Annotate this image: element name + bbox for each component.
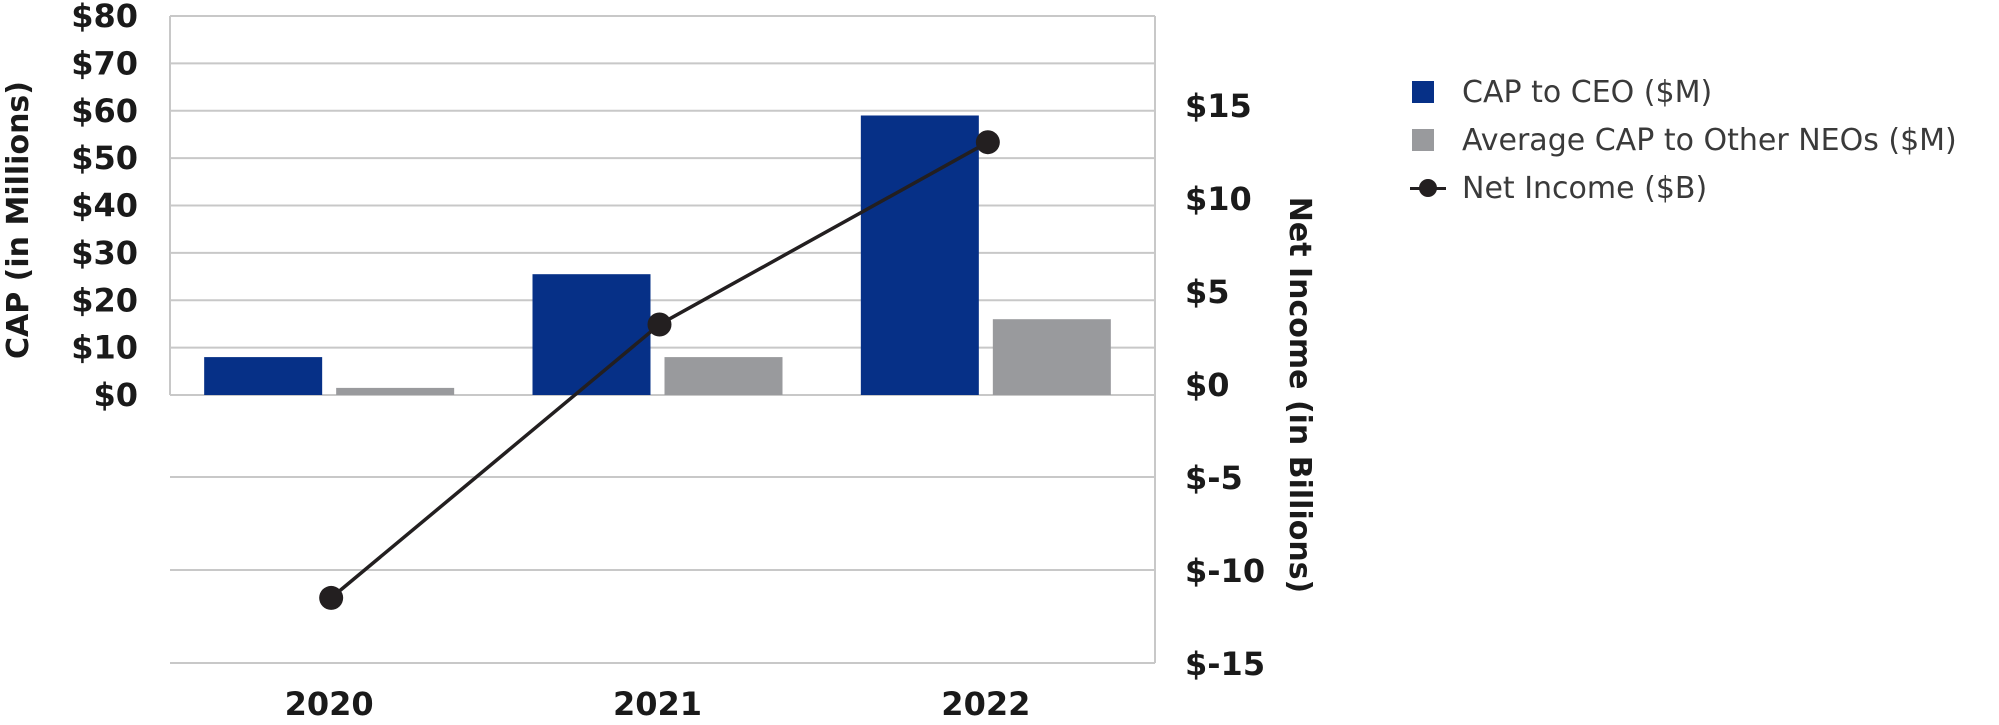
right-tick-label: $-15 [1185, 645, 1265, 683]
legend-label-cap-ceo: CAP to CEO ($M) [1462, 74, 1713, 110]
legend-item-avg-cap-neos: Average CAP to Other NEOs ($M) [1410, 116, 1957, 164]
right-tick-label: $10 [1185, 180, 1252, 218]
bars [204, 115, 1111, 396]
legend: CAP to CEO ($M) Average CAP to Other NEO… [1410, 68, 1957, 212]
right-tick-label: $5 [1185, 273, 1230, 311]
bar-cap-ceo-2020 [204, 357, 323, 395]
left-tick-label: $40 [71, 187, 138, 225]
right-tick-label: $0 [1185, 366, 1230, 404]
left-axis-title: CAP (in Millions) [1, 81, 36, 359]
legend-label-net-income: Net Income ($B) [1462, 170, 1708, 206]
legend-item-net-income: Net Income ($B) [1410, 164, 1957, 212]
bar-cap-ceo-2022 [860, 115, 979, 396]
right-axis-ticks: $-15 $-10 $-5 $0 $5 $10 $15 [1185, 87, 1265, 683]
left-tick-label: $30 [71, 234, 138, 272]
legend-item-cap-ceo: CAP to CEO ($M) [1410, 68, 1957, 116]
left-tick-label: $10 [71, 329, 138, 367]
left-tick-label: $80 [71, 0, 138, 35]
legend-line-dot-icon [1410, 177, 1454, 199]
x-tick-label: 2022 [941, 685, 1030, 723]
x-tick-label: 2021 [613, 685, 702, 723]
bar-cap-ceo-2021 [532, 274, 651, 395]
right-tick-label: $-10 [1185, 552, 1265, 590]
left-tick-label: $50 [71, 139, 138, 177]
legend-swatch-avg-cap-neos [1412, 129, 1434, 151]
left-tick-label: $0 [93, 376, 138, 414]
left-axis-ticks: $0 $10 $20 $30 $40 $50 $60 $70 $80 [71, 0, 138, 414]
net-income-point-2022 [975, 130, 1000, 155]
bar-avg-cap-neos-2022 [992, 319, 1111, 395]
right-axis-title: Net Income (in Billions) [1282, 197, 1317, 594]
left-tick-label: $70 [71, 44, 138, 82]
right-tick-label: $15 [1185, 87, 1252, 125]
net-income-point-2021 [647, 312, 672, 337]
left-tick-label: $20 [71, 281, 138, 319]
net-income-point-2020 [319, 585, 344, 610]
gridlines [169, 15, 1156, 664]
x-tick-label: 2020 [285, 685, 374, 723]
left-tick-label: $60 [71, 92, 138, 130]
x-axis-ticks: 2020 2021 2022 [285, 685, 1031, 723]
bar-avg-cap-neos-2020 [336, 387, 455, 395]
legend-swatch-cap-ceo [1412, 81, 1434, 103]
net-income-line [319, 130, 1000, 610]
bar-avg-cap-neos-2021 [664, 357, 783, 395]
legend-label-avg-cap-neos: Average CAP to Other NEOs ($M) [1462, 122, 1957, 158]
right-tick-label: $-5 [1185, 459, 1243, 497]
